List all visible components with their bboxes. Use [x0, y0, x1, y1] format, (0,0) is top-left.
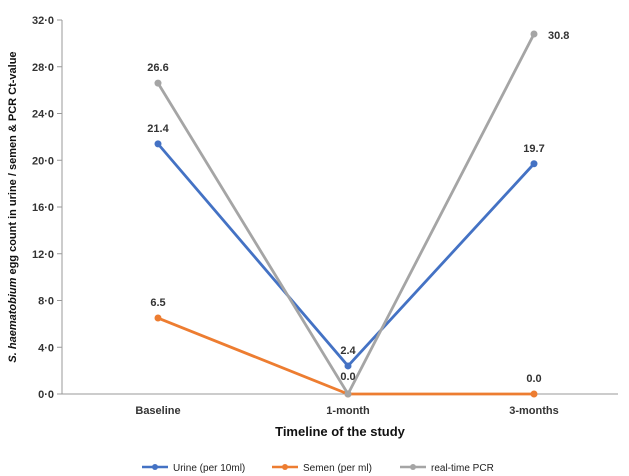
- y-tick-label: 4·0: [38, 342, 54, 354]
- data-point: [530, 390, 538, 398]
- data-label: 6.5: [150, 297, 165, 309]
- legend-swatch-marker: [282, 464, 288, 470]
- legend-label: Urine (per 10ml): [173, 463, 245, 474]
- x-tick-label: 3-months: [509, 405, 559, 417]
- data-point: [154, 314, 162, 322]
- y-axis-title-rest: egg count in urine / semen & PCR Ct-valu…: [7, 51, 19, 277]
- data-point: [154, 79, 162, 87]
- y-axis-title: S. haematobium egg count in urine / seme…: [7, 51, 19, 362]
- legend-label: Semen (per ml): [303, 463, 372, 474]
- x-axis: Baseline 1-month 3-months: [62, 393, 618, 417]
- data-label: 0.0: [340, 371, 355, 383]
- y-tick-label: 20·0: [32, 155, 54, 167]
- x-tick-label: 1-month: [326, 405, 370, 417]
- legend-swatch-marker: [152, 464, 158, 470]
- legend-swatch-marker: [410, 464, 416, 470]
- data-label: 26.6: [147, 62, 168, 74]
- y-tick-label: 8·0: [38, 296, 54, 308]
- data-point: [154, 140, 162, 148]
- data-point: [344, 362, 352, 370]
- y-axis: 0·0 4·0 8·0 12·0 16·0 20·0 24·0 28·0 32·0: [32, 15, 63, 401]
- x-axis-title: Timeline of the study: [275, 424, 406, 439]
- data-label: 0.0: [526, 373, 541, 385]
- y-tick-label: 0·0: [38, 389, 54, 401]
- data-label: 21.4: [147, 123, 169, 135]
- y-tick-label: 12·0: [32, 249, 54, 261]
- y-tick-label: 32·0: [32, 15, 54, 27]
- x-tick-label: Baseline: [135, 405, 180, 417]
- y-tick-label: 28·0: [32, 62, 54, 74]
- legend-label: real-time PCR: [431, 463, 494, 474]
- data-label: 30.8: [548, 30, 569, 42]
- y-tick-label: 16·0: [32, 202, 54, 214]
- y-tick-label: 24·0: [32, 109, 54, 121]
- data-point: [530, 30, 538, 38]
- data-point: [530, 160, 538, 168]
- data-label: 2.4: [340, 345, 356, 357]
- data-label: 19.7: [523, 143, 544, 155]
- y-axis-title-species: S. haematobium: [7, 277, 19, 362]
- legend: Urine (per 10ml) Semen (per ml) real-time …: [142, 463, 494, 474]
- data-point: [344, 390, 352, 398]
